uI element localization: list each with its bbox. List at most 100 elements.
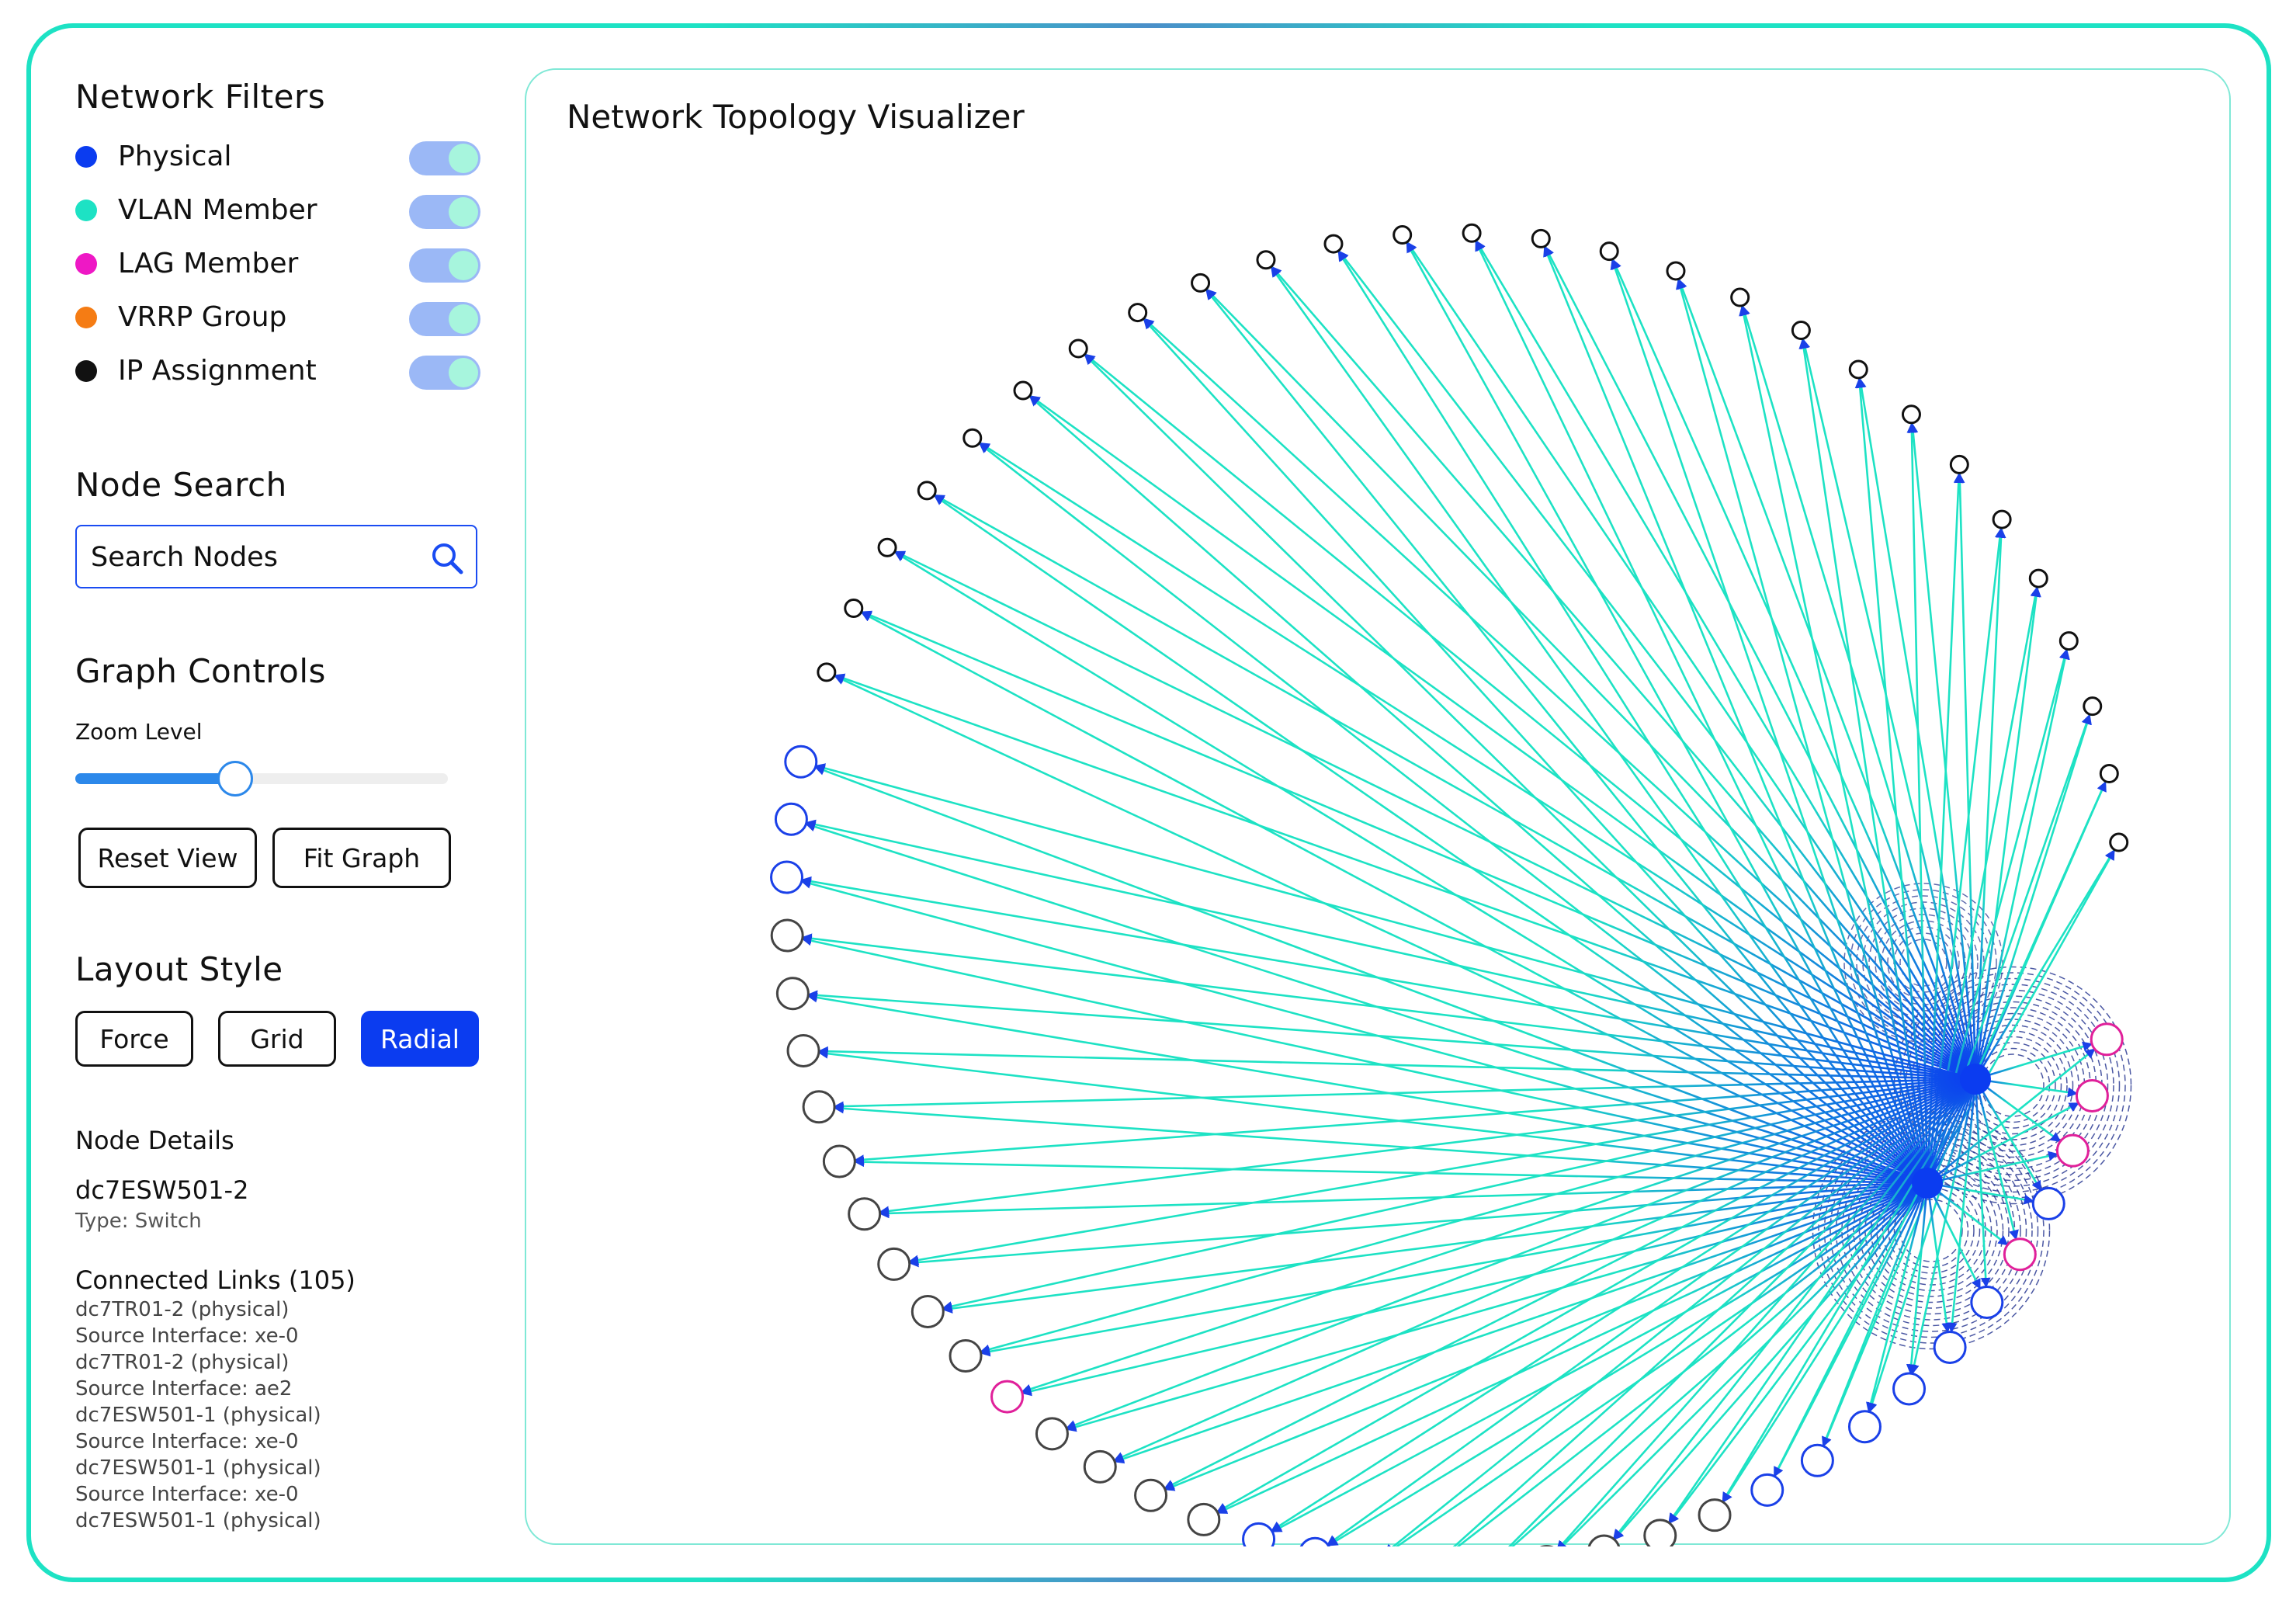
graph-edge[interactable]: [1216, 1078, 1976, 1513]
graph-edge[interactable]: [1406, 241, 1929, 1184]
graph-edge[interactable]: [1113, 1182, 1928, 1464]
graph-edge[interactable]: [1926, 849, 2115, 1184]
graph-edge[interactable]: [1271, 1078, 1976, 1532]
graph-node[interactable]: [770, 918, 804, 953]
topology-graph[interactable]: [526, 70, 2232, 1546]
graph-node[interactable]: [1933, 1330, 1967, 1364]
graph-node[interactable]: [2083, 696, 2103, 717]
graph-edge[interactable]: [1476, 240, 1977, 1080]
graph-node[interactable]: [1587, 1534, 1621, 1546]
graph-node[interactable]: [1730, 287, 1750, 307]
graph-edge[interactable]: [807, 990, 1976, 1081]
graph-node[interactable]: [910, 1294, 945, 1328]
graph-edge[interactable]: [1677, 278, 1977, 1080]
graph-edge[interactable]: [861, 612, 1928, 1185]
graph-edge[interactable]: [1556, 1182, 1928, 1546]
graph-edge[interactable]: [1612, 1078, 1977, 1540]
graph-edge[interactable]: [1113, 1078, 1976, 1462]
graph-edge[interactable]: [833, 1078, 1976, 1112]
graph-edge[interactable]: [1610, 259, 1929, 1184]
graph-node[interactable]: [770, 860, 804, 894]
graph-node[interactable]: [786, 1033, 820, 1067]
graph-node[interactable]: [802, 1090, 836, 1124]
reset-view-button[interactable]: Reset View: [78, 828, 257, 888]
graph-edge[interactable]: [833, 1103, 1928, 1185]
graph-edge[interactable]: [1543, 246, 1929, 1184]
graph-node[interactable]: [844, 599, 864, 619]
graph-edge[interactable]: [1143, 318, 1928, 1184]
graph-edge[interactable]: [1927, 1048, 2096, 1185]
graph-edge[interactable]: [1065, 1078, 1976, 1430]
graph-edge[interactable]: [1164, 1078, 1976, 1490]
graph-edge[interactable]: [801, 933, 1976, 1081]
graph-edge[interactable]: [817, 1046, 1976, 1081]
graph-node[interactable]: [1013, 380, 1033, 401]
graph-edge[interactable]: [1556, 1078, 1976, 1546]
graph-node[interactable]: [2003, 1237, 2037, 1272]
graph-node[interactable]: [1791, 321, 1811, 341]
graph-node[interactable]: [1299, 1536, 1330, 1546]
graph-node[interactable]: [1892, 1372, 1927, 1406]
graph-node[interactable]: [1800, 1443, 1834, 1477]
search-input[interactable]: [91, 537, 417, 578]
graph-node[interactable]: [1531, 228, 1551, 248]
graph-edge[interactable]: [1974, 1078, 1991, 1288]
graph-node[interactable]: [2031, 1186, 2065, 1220]
graph-edge[interactable]: [1406, 241, 1977, 1080]
vrrp-group-toggle[interactable]: [409, 302, 480, 336]
graph-edge[interactable]: [1927, 1182, 2034, 1205]
graph-node[interactable]: [877, 537, 897, 557]
graph-edge[interactable]: [1613, 1182, 1928, 1540]
graph-edge[interactable]: [879, 1078, 1976, 1217]
graph-edge[interactable]: [1216, 1182, 1928, 1515]
graph-edge[interactable]: [1974, 649, 2070, 1080]
graph-node[interactable]: [2075, 1078, 2109, 1112]
graph-node[interactable]: [2109, 832, 2129, 852]
graph-node[interactable]: [848, 1197, 882, 1231]
graph-edge[interactable]: [1974, 1078, 2042, 1192]
graph-edge[interactable]: [1927, 1151, 2059, 1185]
graph-edge[interactable]: [814, 765, 1928, 1185]
layout-radial-button[interactable]: Radial: [361, 1011, 479, 1067]
graph-edge[interactable]: [980, 1078, 1976, 1355]
graph-node[interactable]: [1083, 1449, 1117, 1484]
graph-edge[interactable]: [1975, 1078, 2078, 1098]
graph-edge[interactable]: [1676, 279, 1929, 1184]
graph-edge[interactable]: [834, 673, 1976, 1081]
graph-edge[interactable]: [1866, 1182, 1929, 1413]
graph-edge[interactable]: [1337, 251, 1929, 1184]
graph-node[interactable]: [1848, 359, 1868, 380]
graph-edge[interactable]: [1927, 1102, 2079, 1185]
graph-edge[interactable]: [1084, 354, 1928, 1184]
graph-node[interactable]: [1128, 303, 1148, 323]
graph-edge[interactable]: [1164, 1182, 1928, 1491]
graph-node[interactable]: [1750, 1473, 1784, 1507]
graph-edge[interactable]: [800, 876, 1976, 1081]
graph-edge[interactable]: [894, 551, 1928, 1185]
graph-edge[interactable]: [1338, 250, 1977, 1080]
layout-force-button[interactable]: Force: [75, 1011, 193, 1067]
graph-edge[interactable]: [814, 763, 1976, 1081]
zoom-slider-thumb[interactable]: [217, 761, 254, 797]
graph-node[interactable]: [1323, 234, 1344, 254]
graph-edge[interactable]: [861, 610, 1976, 1081]
graph-edge[interactable]: [1500, 1182, 1928, 1546]
graph-node[interactable]: [990, 1380, 1025, 1414]
graph-node[interactable]: [784, 745, 818, 779]
search-icon[interactable]: [429, 540, 465, 576]
graph-edge[interactable]: [1327, 1182, 1928, 1546]
graph-node[interactable]: [774, 802, 808, 836]
graph-edge[interactable]: [1926, 1182, 1982, 1289]
graph-edge[interactable]: [1270, 266, 1929, 1184]
graph-edge[interactable]: [934, 494, 1976, 1081]
graph-edge[interactable]: [1906, 1182, 1929, 1375]
layout-grid-button[interactable]: Grid: [218, 1011, 336, 1067]
graph-edge[interactable]: [1499, 1078, 1976, 1546]
graph-edge[interactable]: [1722, 1182, 1929, 1503]
graph-edge[interactable]: [1029, 395, 1976, 1081]
graph-edge[interactable]: [805, 819, 1976, 1081]
graph-edge[interactable]: [1327, 1078, 1976, 1546]
zoom-slider[interactable]: [75, 755, 448, 801]
graph-node[interactable]: [2055, 1133, 2090, 1168]
graph-edge[interactable]: [908, 1078, 1976, 1265]
